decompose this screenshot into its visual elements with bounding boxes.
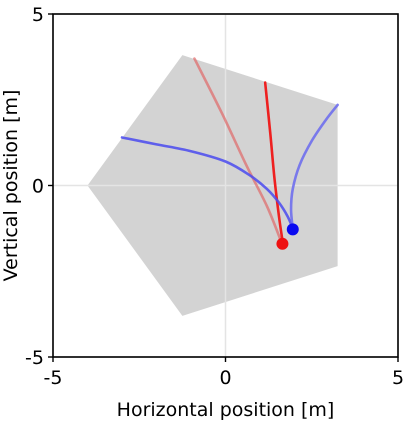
endpoint-marker-1 <box>276 237 289 250</box>
y-tick-label: -5 <box>25 347 44 369</box>
x-axis-label: Horizontal position [m] <box>117 399 335 421</box>
x-tick-label: -5 <box>44 367 63 389</box>
trajectory-line-3 <box>120 136 295 230</box>
plot-area <box>52 13 399 358</box>
trajectory-line-1 <box>193 57 282 242</box>
y-tick-label: 5 <box>32 4 44 26</box>
y-axis-label: Vertical position [m] <box>0 90 22 282</box>
x-tick-label: 0 <box>219 367 231 389</box>
y-tick-label: 0 <box>32 176 44 198</box>
tick-labels: -5 0 5 -5 0 5 <box>25 4 404 389</box>
trajectory-line-2 <box>263 81 284 242</box>
x-tick-label: 5 <box>392 367 404 389</box>
endpoint-marker-2 <box>286 223 299 236</box>
trajectory-line-4 <box>289 103 339 230</box>
